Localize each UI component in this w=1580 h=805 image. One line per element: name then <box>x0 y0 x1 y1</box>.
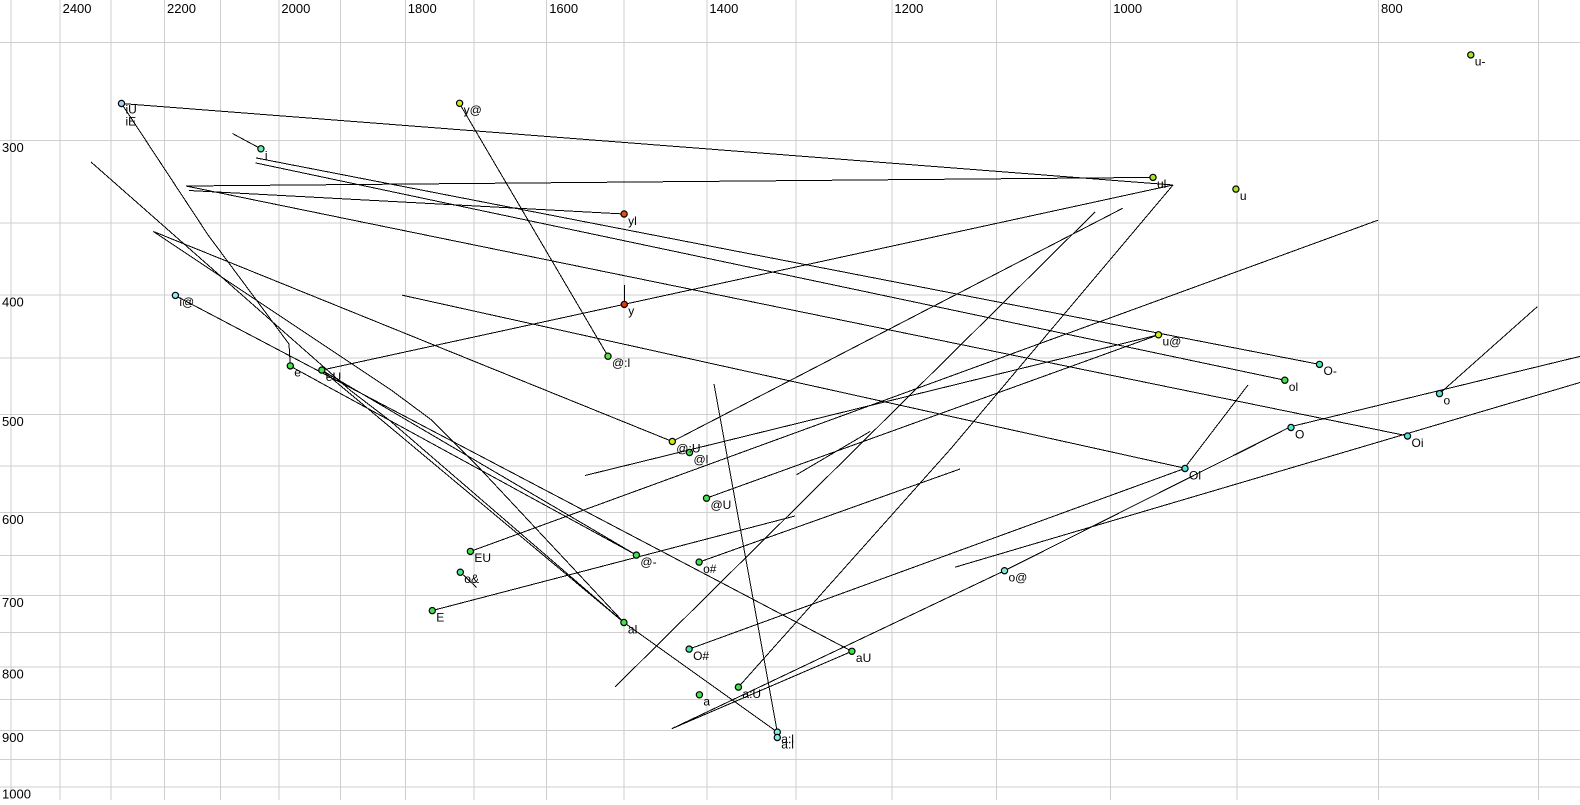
svg-text:u-: u- <box>1475 55 1486 69</box>
svg-text:800: 800 <box>1381 1 1403 16</box>
svg-text:i@: i@ <box>179 295 194 309</box>
svg-text:e: e <box>294 366 301 380</box>
svg-text:@:l: @:l <box>612 356 630 370</box>
svg-text:O-: O- <box>1324 364 1337 378</box>
svg-text:800: 800 <box>2 667 24 682</box>
svg-text:700: 700 <box>2 595 24 610</box>
svg-text:E: E <box>436 610 444 624</box>
svg-text:@U: @U <box>711 498 732 512</box>
svg-text:a:U: a:U <box>742 687 761 701</box>
svg-text:600: 600 <box>2 512 24 527</box>
svg-text:ul: ul <box>1157 177 1166 191</box>
svg-text:aU: aU <box>856 651 871 665</box>
svg-text:o: o <box>1444 393 1451 407</box>
svg-text:O#: O# <box>693 649 709 663</box>
svg-text:u@: u@ <box>1163 335 1182 349</box>
svg-text:iE: iE <box>126 114 137 128</box>
svg-text:a:l: a:l <box>781 737 794 751</box>
svg-text:300: 300 <box>2 140 24 155</box>
svg-text:y: y <box>628 304 634 318</box>
svg-text:@-: @- <box>640 555 656 569</box>
svg-text:400: 400 <box>2 294 24 309</box>
svg-text:Oi: Oi <box>1412 436 1424 450</box>
svg-text:2200: 2200 <box>167 1 196 16</box>
svg-text:1800: 1800 <box>408 1 437 16</box>
svg-text:@l: @l <box>694 452 709 466</box>
svg-text:2000: 2000 <box>281 1 310 16</box>
svg-text:1600: 1600 <box>549 1 578 16</box>
svg-text:y@: y@ <box>464 103 482 117</box>
svg-text:900: 900 <box>2 730 24 745</box>
svg-text:Ol: Ol <box>1189 468 1201 482</box>
svg-text:1000: 1000 <box>2 786 31 800</box>
svg-text:1000: 1000 <box>1113 1 1142 16</box>
svg-text:i: i <box>265 149 268 163</box>
svg-text:EU: EU <box>474 551 491 565</box>
svg-text:500: 500 <box>2 414 24 429</box>
svg-text:o&: o& <box>464 572 479 586</box>
svg-text:u: u <box>1240 189 1247 203</box>
svg-text:ol: ol <box>1289 380 1298 394</box>
svg-text:a: a <box>703 695 710 709</box>
svg-text:O: O <box>1295 427 1304 441</box>
svg-text:al: al <box>628 622 637 636</box>
svg-text:1200: 1200 <box>894 1 923 16</box>
svg-text:yl: yl <box>628 214 637 228</box>
svg-text:eU: eU <box>326 370 341 384</box>
svg-text:2400: 2400 <box>63 1 92 16</box>
svg-text:o@: o@ <box>1009 571 1028 585</box>
svg-text:1400: 1400 <box>709 1 738 16</box>
svg-text:o#: o# <box>703 562 717 576</box>
